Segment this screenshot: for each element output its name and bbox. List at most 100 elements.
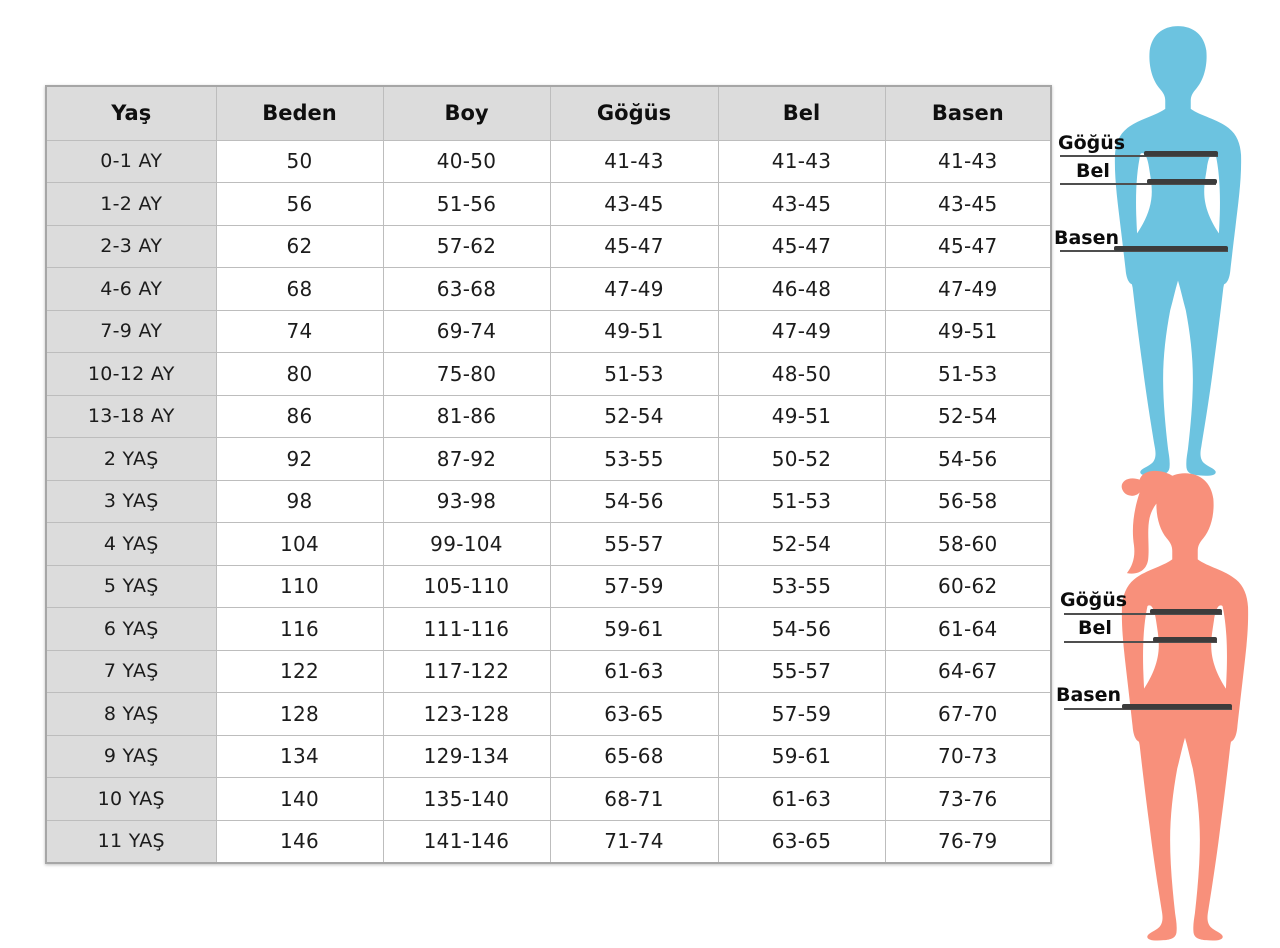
cell-waist: 55-57	[717, 649, 886, 693]
cell-waist: 41-43	[717, 139, 886, 183]
cell-chest: 41-43	[549, 139, 719, 183]
cell-hip: 67-70	[884, 692, 1052, 736]
cell-height: 51-56	[382, 182, 551, 226]
table-row: 2-3 AY 62 57-62 45-47 45-47 45-47	[45, 224, 1052, 268]
cell-height: 93-98	[382, 479, 551, 523]
cell-size: 104	[215, 522, 384, 566]
child-waist-leader-line	[1064, 641, 1217, 643]
cell-size: 122	[215, 649, 384, 693]
cell-height: 69-74	[382, 309, 551, 353]
cell-waist: 49-51	[717, 394, 886, 438]
cell-waist: 43-45	[717, 182, 886, 226]
child-waist-label: Bel	[1078, 617, 1112, 639]
cell-hip: 43-45	[884, 182, 1052, 226]
cell-waist: 59-61	[717, 734, 886, 778]
cell-size: 62	[215, 224, 384, 268]
cell-size: 50	[215, 139, 384, 183]
cell-height: 129-134	[382, 734, 551, 778]
cell-age: 9 YAŞ	[45, 734, 217, 778]
cell-height: 75-80	[382, 352, 551, 396]
cell-size: 98	[215, 479, 384, 523]
child-hip-measure-bar	[1122, 704, 1232, 709]
table-row: 4-6 AY 68 63-68 47-49 46-48 47-49	[45, 267, 1052, 311]
cell-size: 56	[215, 182, 384, 226]
cell-size: 92	[215, 437, 384, 481]
adult-hip-measure-bar	[1114, 246, 1228, 251]
cell-hip: 60-62	[884, 564, 1052, 608]
cell-age: 1-2 AY	[45, 182, 217, 226]
cell-chest: 61-63	[549, 649, 719, 693]
cell-height: 40-50	[382, 139, 551, 183]
cell-age: 10 YAŞ	[45, 777, 217, 821]
cell-age: 8 YAŞ	[45, 692, 217, 736]
cell-hip: 41-43	[884, 139, 1052, 183]
cell-chest: 68-71	[549, 777, 719, 821]
cell-age: 0-1 AY	[45, 139, 217, 183]
adult-chest-measure-bar	[1144, 151, 1218, 156]
cell-age: 4 YAŞ	[45, 522, 217, 566]
cell-waist: 61-63	[717, 777, 886, 821]
cell-height: 123-128	[382, 692, 551, 736]
size-chart-table: Yaş Beden Boy Göğüs Bel Basen 0-1 AY 50 …	[45, 85, 1052, 864]
table-row: 1-2 AY 56 51-56 43-45 43-45 43-45	[45, 182, 1052, 226]
cell-chest: 71-74	[549, 819, 719, 863]
cell-height: 141-146	[382, 819, 551, 863]
cell-chest: 43-45	[549, 182, 719, 226]
cell-size: 128	[215, 692, 384, 736]
cell-size: 80	[215, 352, 384, 396]
table-row: 8 YAŞ 128 123-128 63-65 57-59 67-70	[45, 692, 1052, 736]
cell-chest: 45-47	[549, 224, 719, 268]
table-row: 6 YAŞ 116 111-116 59-61 54-56 61-64	[45, 607, 1052, 651]
cell-waist: 63-65	[717, 819, 886, 863]
cell-chest: 52-54	[549, 394, 719, 438]
child-waist-measure-bar	[1153, 637, 1217, 642]
column-header-hip: Basen	[884, 85, 1052, 141]
cell-hip: 49-51	[884, 309, 1052, 353]
cell-height: 57-62	[382, 224, 551, 268]
cell-age: 2-3 AY	[45, 224, 217, 268]
table-header: Yaş Beden Boy Göğüs Bel Basen	[45, 85, 1052, 141]
cell-chest: 54-56	[549, 479, 719, 523]
cell-hip: 56-58	[884, 479, 1052, 523]
table-row: 0-1 AY 50 40-50 41-43 41-43 41-43	[45, 139, 1052, 183]
cell-waist: 47-49	[717, 309, 886, 353]
table-row: 3 YAŞ 98 93-98 54-56 51-53 56-58	[45, 479, 1052, 523]
table-row: 7 YAŞ 122 117-122 61-63 55-57 64-67	[45, 649, 1052, 693]
cell-waist: 54-56	[717, 607, 886, 651]
cell-hip: 47-49	[884, 267, 1052, 311]
cell-chest: 65-68	[549, 734, 719, 778]
cell-height: 105-110	[382, 564, 551, 608]
child-hip-leader-line	[1064, 708, 1232, 710]
adult-chest-label: Göğüs	[1058, 132, 1126, 154]
column-header-age: Yaş	[45, 85, 217, 141]
cell-hip: 73-76	[884, 777, 1052, 821]
cell-chest: 57-59	[549, 564, 719, 608]
column-header-size: Beden	[215, 85, 384, 141]
cell-waist: 57-59	[717, 692, 886, 736]
cell-age: 11 YAŞ	[45, 819, 217, 863]
cell-height: 135-140	[382, 777, 551, 821]
cell-waist: 48-50	[717, 352, 886, 396]
table-row: 7-9 AY 74 69-74 49-51 47-49 49-51	[45, 309, 1052, 353]
cell-waist: 50-52	[717, 437, 886, 481]
table-header-row: Yaş Beden Boy Göğüs Bel Basen	[45, 85, 1052, 141]
cell-hip: 54-56	[884, 437, 1052, 481]
table-row: 10 YAŞ 140 135-140 68-71 61-63 73-76	[45, 777, 1052, 821]
adult-waist-label: Bel	[1076, 160, 1110, 182]
cell-hip: 52-54	[884, 394, 1052, 438]
adult-waist-leader-line	[1060, 183, 1216, 185]
cell-chest: 63-65	[549, 692, 719, 736]
cell-hip: 76-79	[884, 819, 1052, 863]
table-row: 2 YAŞ 92 87-92 53-55 50-52 54-56	[45, 437, 1052, 481]
cell-chest: 55-57	[549, 522, 719, 566]
cell-chest: 59-61	[549, 607, 719, 651]
cell-chest: 47-49	[549, 267, 719, 311]
cell-height: 81-86	[382, 394, 551, 438]
column-header-chest: Göğüs	[549, 85, 719, 141]
adult-chest-leader-line	[1060, 155, 1218, 157]
child-chest-label: Göğüs	[1060, 589, 1128, 611]
cell-waist: 51-53	[717, 479, 886, 523]
table-row: 5 YAŞ 110 105-110 57-59 53-55 60-62	[45, 564, 1052, 608]
adult-waist-measure-bar	[1147, 179, 1217, 184]
